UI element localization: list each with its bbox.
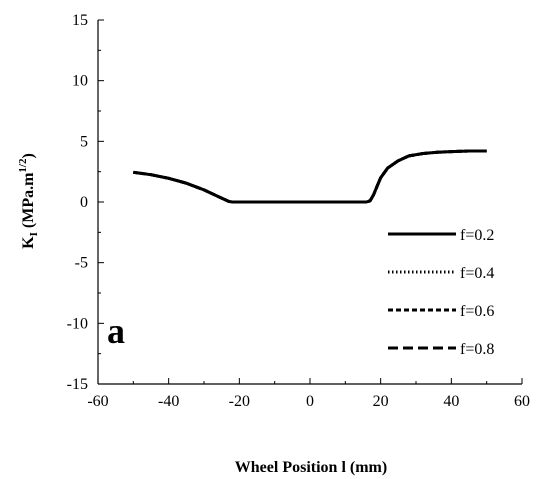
x-tick-label: 40 xyxy=(443,393,459,410)
legend-label: f=0.8 xyxy=(460,341,494,358)
series-layer xyxy=(133,149,487,204)
x-tick-label: -60 xyxy=(87,393,108,410)
legend-label: f=0.2 xyxy=(460,227,494,244)
y-axis-title-unit-sup: 1/2 xyxy=(17,158,29,173)
y-axis-title-main: K xyxy=(20,236,37,249)
panel-letter: a xyxy=(107,311,125,351)
series-line-f-0-4 xyxy=(133,149,487,204)
y-axis-title-unit-suffix: ) xyxy=(20,153,37,158)
x-axis-title: Wheel Position l (mm) xyxy=(235,459,387,476)
y-tick-label: -5 xyxy=(75,255,88,272)
legend: f=0.2 f=0.4 f=0.6 f=0.8 xyxy=(388,227,494,358)
axes-layer: -15 -10 -5 0 5 10 15 -60 -40 -20 0 20 40 60 xyxy=(67,12,530,410)
y-axis-title-unit-prefix: (MPa.m xyxy=(20,172,37,232)
series-line-f-0-2 xyxy=(133,149,487,204)
y-tick-label: -10 xyxy=(67,315,88,332)
x-tick-label: 0 xyxy=(306,393,314,410)
y-axis-title-sub: I xyxy=(28,232,40,236)
legend-label: f=0.6 xyxy=(460,303,494,320)
y-tick-label: -15 xyxy=(67,376,88,393)
x-tick-label: -40 xyxy=(158,393,179,410)
x-tick-label: 20 xyxy=(373,393,389,410)
y-tick-label: 0 xyxy=(80,194,88,211)
series-line-f-0-8 xyxy=(133,149,487,204)
x-tick-label: 60 xyxy=(514,393,530,410)
x-tick-label: -20 xyxy=(229,393,250,410)
y-tick-label: 10 xyxy=(72,73,88,90)
series-line-f-0-6 xyxy=(133,149,487,204)
legend-label: f=0.4 xyxy=(460,265,494,282)
y-axis-title: KI (MPa.m1/2) xyxy=(17,153,40,249)
y-tick-label: 15 xyxy=(72,12,88,29)
y-tick-label: 5 xyxy=(80,133,88,150)
